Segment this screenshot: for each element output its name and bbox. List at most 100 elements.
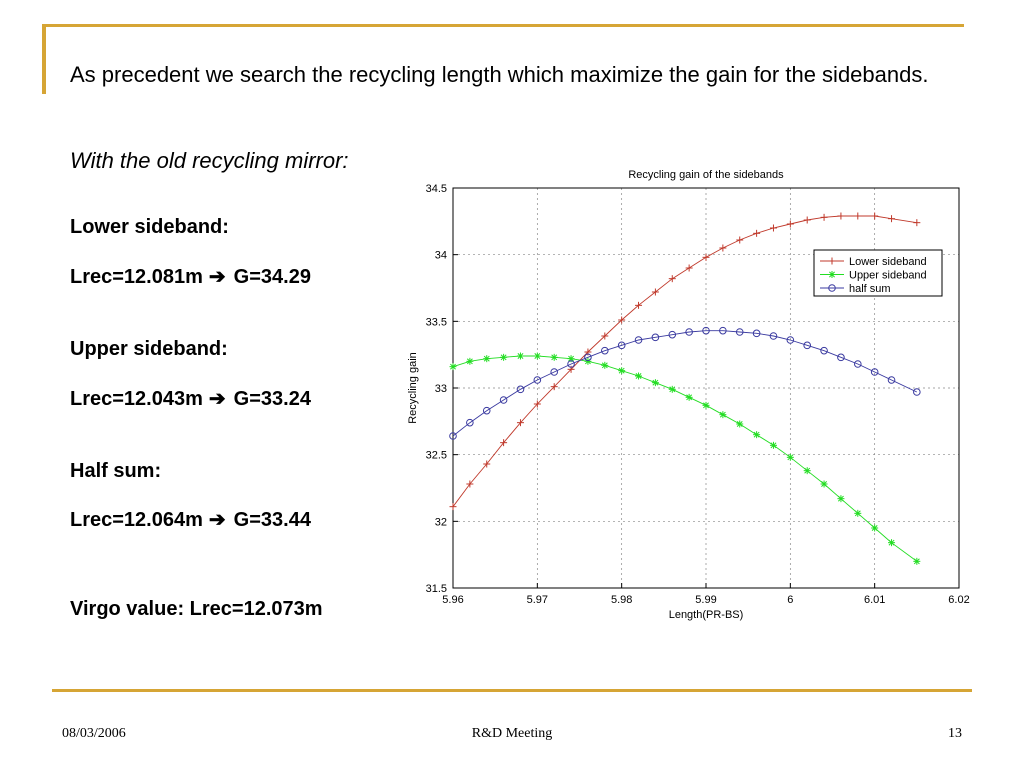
star-marker-d2 [719,411,726,418]
data-point [651,333,660,342]
data-point [651,379,659,387]
half-gain-value: G=33.44 [233,509,311,531]
old-mirror-label: With the old recycling mirror: [70,148,349,173]
half-lrec-value: Lrec=12.064m [70,509,203,531]
data-point [685,328,693,336]
footer-page-number: 13 [948,726,962,741]
data-point [516,352,524,360]
star-marker-d2 [568,355,575,362]
data-point [735,328,744,336]
data-point [499,396,508,404]
data-point [617,341,626,350]
data-point [828,284,836,292]
star-marker-d2 [703,402,709,409]
data-point [888,539,896,547]
data-point [601,361,609,369]
legend-label: Lower sideband [849,256,927,268]
data-point [567,360,575,368]
upper-gain-value: G=33.24 [233,388,311,410]
star-marker-d2 [669,386,676,393]
data-point [870,368,879,376]
data-point [449,432,457,440]
legend-label: Upper sideband [849,270,927,282]
data-point [483,460,491,468]
data-point [601,346,609,355]
lower-sideband-result: Lrec=12.081m ➔ G=34.29 [70,264,311,289]
data-point [449,363,457,371]
bottom-accent-rule [52,689,972,692]
data-point [828,257,836,265]
data-point [702,326,710,335]
data-point [449,503,457,511]
chart-title: Recycling gain of the sidebands [628,169,784,181]
series-line [452,355,918,562]
lower-lrec-value: Lrec=12.081m [70,266,203,288]
data-point [618,367,626,375]
right-arrow-icon: ➔ [208,509,226,531]
star-marker-d2 [821,481,828,487]
lower-gain-value: G=34.29 [233,266,311,288]
series-half-sum [449,326,921,440]
half-sum-result: Lrec=12.064m ➔ G=33.44 [70,507,311,532]
x-axis-label: Length(PR-BS) [669,609,744,621]
star-marker-d2 [888,539,895,546]
footer-date: 08/03/2006 [62,726,126,741]
data-point [533,352,541,360]
data-point [803,467,811,475]
star-marker-d2 [736,421,743,427]
star-marker-d2 [854,510,861,517]
y-tick-label: 31.5 [426,583,447,595]
data-point [803,216,811,224]
data-point [516,385,525,394]
data-point [466,357,474,365]
y-tick-label: 34 [435,250,447,262]
star-marker-d2 [466,358,473,365]
axis-ticks: 5.96 5.97 5.98 5.99 6 6.01 6.02 31.5 32 32.5 33 33.… [426,183,970,606]
star-marker-d2 [450,363,456,370]
data-point [736,236,744,244]
data-point [871,524,879,532]
star-marker-d2 [500,354,507,361]
x-tick-label: 6.02 [948,594,969,606]
legend-label: half sum [849,283,891,295]
data-point [913,219,921,227]
data-point [837,495,845,503]
x-tick-label: 5.99 [695,594,716,606]
star-marker-d2 [635,373,642,379]
footer-title: R&D Meeting [471,726,553,741]
data-point [550,383,558,391]
data-point [550,353,558,361]
data-point [601,332,609,340]
data-point [668,330,677,339]
series-upper-sideband [449,352,921,565]
star-marker-d2 [787,454,794,461]
data-point [482,406,491,415]
data-point [753,229,761,237]
series-line [452,330,917,437]
recycling-gain-chart: Recycling gain of the sidebands 5.96 5.97… [407,169,970,621]
data-point [820,480,828,488]
data-point [786,220,794,228]
x-tick-label: 6 [787,594,793,606]
data-point [550,368,558,376]
data-point [466,480,474,488]
y-tick-label: 32.5 [426,450,447,462]
y-tick-label: 34.5 [426,183,447,195]
data-point [803,341,812,350]
data-point [651,288,659,296]
data-point [769,441,777,449]
data-point [685,393,693,401]
upper-sideband-heading: Upper sideband: [70,338,228,360]
top-accent-rule [42,24,964,27]
data-point [837,212,845,220]
star-marker-d2 [753,431,760,438]
data-point [769,224,777,232]
y-axis-label: Recycling gain [407,352,419,424]
star-marker-d2 [618,367,625,374]
star-marker-d2 [829,271,835,278]
x-tick-label: 5.98 [611,594,632,606]
star-marker-d2 [534,353,541,359]
star-marker-d2 [483,355,490,362]
star-marker-d2 [652,379,659,386]
